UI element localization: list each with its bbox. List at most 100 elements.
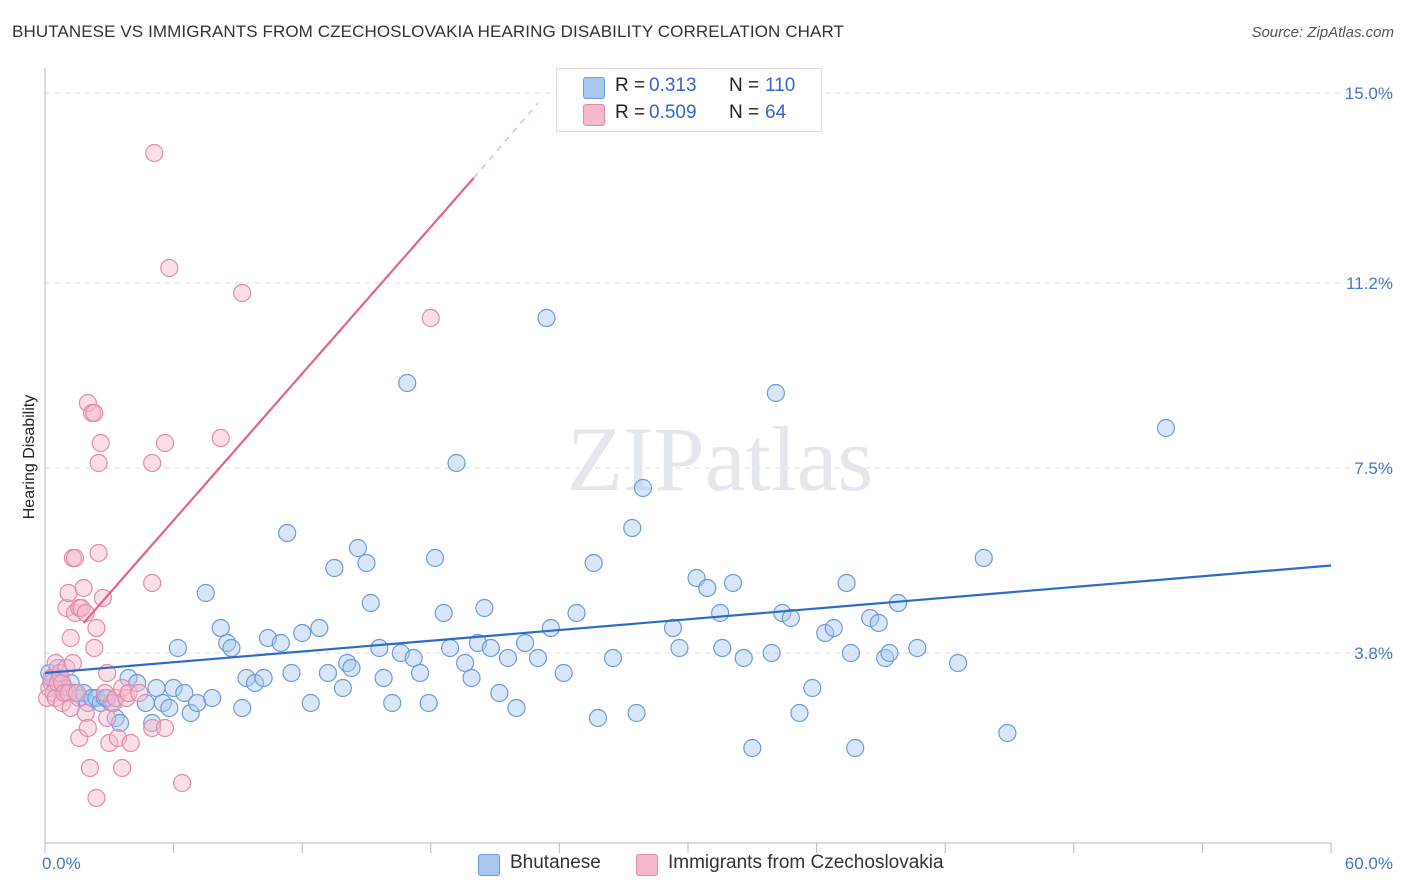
data-point-bhutanese	[603, 648, 623, 668]
data-point-bhutanese	[374, 668, 393, 688]
legend-swatch-pink	[636, 854, 658, 876]
data-point-bhutanese	[310, 618, 329, 638]
data-point-czechoslovakia	[87, 788, 106, 808]
data-point-bhutanese	[211, 618, 230, 638]
data-point-bhutanese	[723, 573, 743, 593]
axes	[44, 68, 1332, 853]
data-point-bhutanese	[370, 638, 389, 658]
trend-line-czechoslovakia-extension	[473, 102, 539, 179]
data-point-bhutanese	[440, 638, 460, 658]
data-point-bhutanese	[734, 648, 753, 668]
data-point-czechoslovakia	[143, 718, 162, 738]
data-point-bhutanese	[419, 693, 438, 713]
trend-line-czechoslovakia	[82, 177, 475, 624]
data-point-bhutanese	[425, 548, 445, 568]
x-tick-label: 60.0%	[1345, 854, 1393, 873]
data-point-czechoslovakia	[173, 773, 192, 793]
data-point-czechoslovakia	[65, 548, 85, 568]
data-point-bhutanese	[766, 383, 785, 403]
data-point-czechoslovakia	[211, 428, 230, 448]
data-point-czechoslovakia	[100, 733, 119, 753]
data-point-bhutanese	[743, 738, 762, 758]
legend-label-bhutanese: Bhutanese	[510, 852, 601, 873]
data-point-bhutanese	[282, 663, 301, 683]
data-point-czechoslovakia	[80, 758, 100, 778]
data-point-czechoslovakia	[155, 433, 175, 453]
series-legend: Bhutanese Immigrants from Czechoslovakia	[0, 850, 1406, 880]
legend-n-value: 64	[765, 102, 787, 123]
data-point-bhutanese	[974, 548, 993, 568]
x-tick-label: 0.0%	[42, 854, 81, 873]
series-bhutanese	[40, 308, 1176, 758]
data-point-czechoslovakia	[89, 453, 108, 473]
data-point-bhutanese	[623, 518, 642, 538]
data-point-bhutanese	[498, 648, 518, 668]
data-point-czechoslovakia	[421, 308, 440, 328]
y-axis-label: Hearing Disability	[21, 395, 38, 520]
data-point-czechoslovakia	[130, 683, 149, 703]
tick-labels: 3.8% 7.5% 11.2% 15.0% 0.0% 60.0%	[42, 84, 1393, 873]
data-point-bhutanese	[203, 688, 222, 708]
data-point-bhutanese	[245, 673, 265, 693]
data-point-bhutanese	[627, 703, 646, 723]
data-point-czechoslovakia	[76, 703, 95, 723]
legend-r-label: R =	[615, 102, 646, 123]
data-point-czechoslovakia	[59, 583, 78, 603]
grid-lines	[45, 92, 1395, 654]
series-czechoslovakia	[38, 143, 440, 808]
legend-label-czechoslovakia: Immigrants from Czechoslovakia	[668, 852, 944, 873]
data-point-bhutanese	[698, 578, 717, 598]
data-point-bhutanese	[455, 653, 475, 673]
data-point-bhutanese	[333, 678, 353, 698]
data-point-czechoslovakia	[121, 733, 140, 753]
data-point-bhutanese	[222, 638, 241, 658]
data-point-bhutanese	[361, 593, 380, 613]
data-point-bhutanese	[254, 668, 273, 688]
legend-r-label: R =	[615, 75, 646, 96]
data-point-bhutanese	[541, 618, 560, 638]
data-point-bhutanese	[160, 698, 179, 718]
legend-n-value: 110	[765, 75, 796, 96]
data-point-czechoslovakia	[78, 718, 97, 738]
data-point-bhutanese	[507, 698, 526, 718]
data-point-bhutanese	[528, 648, 548, 668]
data-point-bhutanese	[398, 373, 417, 393]
data-point-bhutanese	[404, 648, 423, 668]
data-point-czechoslovakia	[98, 708, 117, 728]
data-point-bhutanese	[908, 638, 927, 658]
data-point-bhutanese	[846, 738, 865, 758]
data-point-bhutanese	[803, 678, 822, 698]
data-point-bhutanese	[164, 678, 183, 698]
data-point-bhutanese	[293, 623, 312, 643]
y-tick-label: 3.8%	[1354, 644, 1393, 663]
data-point-bhutanese	[537, 308, 556, 328]
data-point-bhutanese	[271, 633, 290, 653]
data-point-czechoslovakia	[74, 578, 93, 598]
data-point-bhutanese	[357, 553, 376, 573]
data-point-czechoslovakia	[87, 618, 106, 638]
data-point-bhutanese	[762, 643, 781, 663]
data-point-bhutanese	[383, 693, 402, 713]
chart-title: BHUTANESE VS IMMIGRANTS FROM CZECHOSLOVA…	[12, 22, 845, 41]
data-point-bhutanese	[869, 613, 888, 633]
data-point-bhutanese	[880, 643, 899, 663]
data-point-bhutanese	[196, 583, 215, 603]
data-point-bhutanese	[181, 703, 200, 723]
data-point-bhutanese	[490, 683, 509, 703]
data-point-czechoslovakia	[85, 638, 104, 658]
legend-r-value: 0.509	[649, 102, 697, 123]
stats-legend: R = 0.313 N = 110 R = 0.509 N = 64	[556, 68, 822, 132]
data-point-czechoslovakia	[93, 588, 112, 608]
legend-r-value: 0.313	[649, 75, 697, 96]
data-point-bhutanese	[410, 663, 430, 683]
data-point-czechoslovakia	[78, 393, 97, 413]
data-point-bhutanese	[711, 603, 730, 623]
data-point-bhutanese	[318, 663, 338, 683]
data-point-czechoslovakia	[89, 543, 108, 563]
data-point-czechoslovakia	[57, 598, 76, 618]
trend-lines	[44, 102, 1332, 675]
data-point-bhutanese	[348, 538, 368, 558]
data-point-bhutanese	[816, 623, 835, 643]
data-point-bhutanese	[447, 453, 466, 473]
